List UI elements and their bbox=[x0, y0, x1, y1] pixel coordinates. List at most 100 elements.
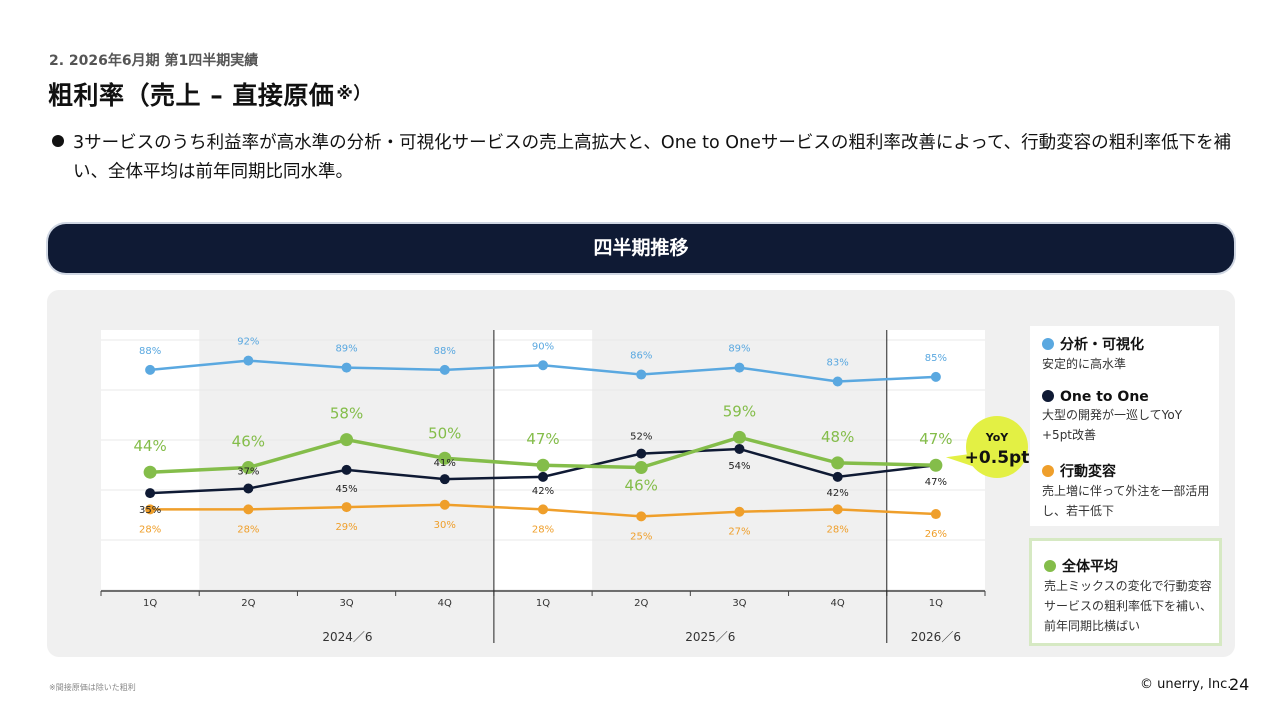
data-label: 88% bbox=[434, 346, 456, 357]
data-label: 89% bbox=[728, 344, 750, 355]
legend-title: 行動変容 bbox=[1060, 464, 1116, 480]
section-label: 2. 2026年6月期 第1四半期実績 bbox=[49, 53, 259, 69]
legend-desc: 安定的に高水準 bbox=[1042, 357, 1127, 371]
data-label: 83% bbox=[827, 358, 849, 369]
x-tick-label: 1Q bbox=[143, 598, 157, 609]
summary-text: 3サービスのうち利益率が高水準の分析・可視化サービスの売上高拡大と、One to… bbox=[73, 133, 1232, 182]
legend-item-one-to-one: One to One 大型の開発が一巡してYoY +5pt改善 bbox=[1042, 389, 1212, 445]
data-label: 28% bbox=[139, 524, 161, 535]
legend-desc: 大型の開発が一巡してYoY +5pt改善 bbox=[1042, 408, 1183, 442]
x-tick-label: 4Q bbox=[438, 598, 452, 609]
banner-label: 四半期推移 bbox=[593, 237, 689, 259]
legend-dot bbox=[1042, 390, 1054, 402]
x-tick-label: 1Q bbox=[536, 598, 550, 609]
data-point bbox=[832, 471, 843, 482]
data-point bbox=[145, 504, 156, 515]
data-point bbox=[832, 504, 843, 515]
data-label: 59% bbox=[723, 402, 756, 420]
data-point bbox=[930, 371, 941, 382]
data-label: 89% bbox=[335, 344, 357, 355]
data-point bbox=[929, 458, 943, 472]
data-point bbox=[636, 511, 647, 522]
period-label: 2024／6 bbox=[322, 630, 372, 644]
data-point bbox=[340, 433, 354, 447]
legend-item-behavior: 行動変容 売上増に伴って外注を一部活用し、若干低下 bbox=[1042, 461, 1212, 521]
page-number: 24 bbox=[1229, 675, 1250, 694]
legend-desc: 売上増に伴って外注を一部活用し、若干低下 bbox=[1042, 484, 1210, 518]
data-label: 28% bbox=[532, 524, 554, 535]
data-label: 41% bbox=[434, 458, 456, 469]
title-note-mark: ※） bbox=[336, 84, 371, 104]
data-label: 44% bbox=[133, 437, 166, 455]
data-point bbox=[241, 461, 255, 475]
data-label: 42% bbox=[532, 486, 554, 497]
data-point bbox=[143, 465, 157, 479]
data-point bbox=[732, 430, 746, 444]
legend-title: 全体平均 bbox=[1062, 559, 1118, 575]
data-label: 45% bbox=[335, 484, 357, 495]
data-point bbox=[930, 509, 941, 520]
data-label: 90% bbox=[532, 341, 554, 352]
x-tick-label: 1Q bbox=[929, 598, 943, 609]
data-point bbox=[734, 443, 745, 454]
data-label: 58% bbox=[330, 405, 363, 423]
callout-label: YoY bbox=[985, 431, 1010, 444]
company-credit: © unerry, Inc. bbox=[1140, 677, 1232, 692]
x-tick-label: 4Q bbox=[831, 598, 845, 609]
data-point bbox=[243, 355, 254, 366]
data-label: 30% bbox=[434, 520, 456, 531]
legend-box-average: 全体平均 売上ミックスの変化で行動変容サービスの粗利率低下を補い、前年同期比横ば… bbox=[1029, 538, 1222, 646]
data-point bbox=[538, 360, 548, 371]
data-label: 48% bbox=[821, 428, 854, 446]
data-point bbox=[536, 458, 550, 472]
section-banner: 四半期推移 bbox=[48, 224, 1234, 273]
data-label: 92% bbox=[237, 337, 259, 348]
data-label: 26% bbox=[925, 529, 947, 540]
legend-title: One to One bbox=[1060, 389, 1149, 405]
data-point bbox=[341, 362, 352, 373]
period-label: 2026／6 bbox=[911, 630, 961, 644]
data-point bbox=[439, 474, 450, 485]
data-point bbox=[439, 364, 450, 375]
page-title: 粗利率（売上 – 直接原価 ※） bbox=[48, 76, 371, 112]
data-label: 37% bbox=[237, 466, 259, 477]
title-text: 粗利率（売上 – 直接原価 bbox=[48, 81, 335, 110]
bullet-dot bbox=[52, 135, 64, 147]
callout-value: +0.5pt bbox=[965, 448, 1030, 468]
data-label: 29% bbox=[335, 522, 357, 533]
data-point bbox=[831, 456, 845, 470]
data-label: 88% bbox=[139, 346, 161, 357]
data-label: 46% bbox=[232, 433, 265, 451]
data-label: 47% bbox=[526, 430, 559, 448]
data-label: 28% bbox=[237, 524, 259, 535]
data-label: 25% bbox=[630, 531, 652, 542]
x-tick-label: 3Q bbox=[339, 598, 353, 609]
data-point bbox=[341, 502, 352, 513]
data-point bbox=[243, 504, 254, 515]
x-tick-label: 3Q bbox=[732, 598, 746, 609]
data-label: 42% bbox=[827, 488, 849, 499]
legend-item-analysis: 分析・可視化 安定的に高水準 bbox=[1042, 334, 1212, 374]
legend-dot bbox=[1042, 338, 1054, 350]
footnote: ※間接原価は除いた粗利 bbox=[49, 683, 136, 692]
data-label: 47% bbox=[919, 430, 952, 448]
data-label: 35% bbox=[139, 505, 161, 516]
data-label: 27% bbox=[728, 527, 750, 538]
legend-dot bbox=[1044, 560, 1056, 572]
data-point bbox=[538, 471, 548, 482]
legend-title: 分析・可視化 bbox=[1060, 337, 1144, 353]
legend-desc: 売上ミックスの変化で行動変容サービスの粗利率低下を補い、前年同期比横ばい bbox=[1044, 579, 1213, 633]
data-label: 28% bbox=[827, 524, 849, 535]
data-point bbox=[341, 464, 352, 475]
callout-bubble bbox=[966, 416, 1028, 478]
data-label: 52% bbox=[630, 432, 652, 443]
data-label: 47% bbox=[925, 477, 947, 488]
data-point bbox=[439, 499, 450, 510]
data-point bbox=[145, 488, 156, 499]
period-label: 2025／6 bbox=[685, 630, 735, 644]
data-point bbox=[243, 483, 254, 494]
data-point bbox=[832, 376, 843, 387]
legend-item-average: 全体平均 売上ミックスの変化で行動変容サービスの粗利率低下を補い、前年同期比横ば… bbox=[1044, 556, 1214, 636]
data-point bbox=[634, 461, 648, 475]
